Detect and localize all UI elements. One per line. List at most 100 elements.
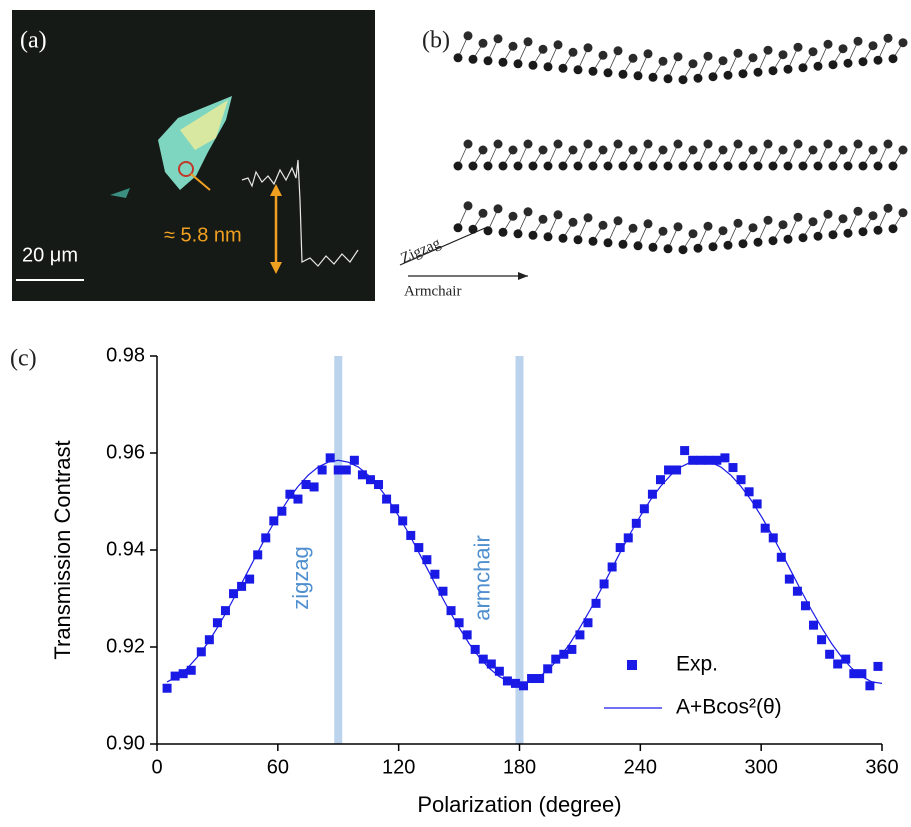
atom xyxy=(553,210,563,220)
data-point xyxy=(237,581,247,591)
data-point xyxy=(543,664,553,674)
flake-thick xyxy=(180,100,228,150)
data-point xyxy=(664,465,674,475)
atom xyxy=(793,42,803,52)
atom xyxy=(618,239,628,249)
data-point xyxy=(430,569,440,579)
atom xyxy=(718,226,728,236)
atom xyxy=(498,227,508,237)
atom xyxy=(538,214,548,224)
data-point xyxy=(357,470,367,480)
atom xyxy=(588,236,598,246)
data-point xyxy=(833,659,843,669)
atom xyxy=(763,215,773,225)
data-point xyxy=(583,618,593,628)
data-point xyxy=(527,674,537,684)
arrow-head xyxy=(518,272,528,280)
atom xyxy=(853,36,863,46)
atom xyxy=(648,242,658,252)
data-point xyxy=(688,455,698,465)
atom xyxy=(628,223,638,233)
legend-label: A+Bcos²(θ) xyxy=(676,696,782,719)
atom xyxy=(783,64,793,74)
atom xyxy=(583,43,593,53)
atom xyxy=(888,161,898,171)
atom xyxy=(483,56,493,66)
data-point xyxy=(438,586,448,596)
atom xyxy=(513,161,523,171)
atom xyxy=(648,72,658,82)
atom xyxy=(493,204,503,214)
atom xyxy=(628,145,638,155)
atom xyxy=(768,236,778,246)
atom xyxy=(873,161,883,171)
atom xyxy=(828,230,838,240)
atom xyxy=(573,161,583,171)
atom xyxy=(778,145,788,155)
atom xyxy=(603,68,613,78)
atom xyxy=(763,45,773,55)
atom xyxy=(453,161,463,171)
atom xyxy=(673,222,683,232)
atom xyxy=(703,221,713,231)
atom xyxy=(568,145,578,155)
atom xyxy=(508,211,518,221)
atom xyxy=(663,74,673,84)
marker-line xyxy=(190,173,211,191)
marker-circle xyxy=(178,161,194,177)
data-point xyxy=(365,475,375,485)
y-tick-label: 0.98 xyxy=(106,344,145,366)
atom xyxy=(898,145,908,155)
atom xyxy=(643,49,653,59)
data-point xyxy=(398,516,408,526)
atom xyxy=(523,37,533,47)
atom xyxy=(753,67,763,77)
data-point xyxy=(382,494,392,504)
atom xyxy=(658,56,668,66)
atom xyxy=(588,161,598,171)
atom xyxy=(868,41,878,51)
data-point xyxy=(712,455,722,465)
data-point xyxy=(647,489,657,499)
data-point xyxy=(575,630,585,640)
data-point xyxy=(212,618,222,628)
atom xyxy=(843,228,853,238)
atom xyxy=(598,220,608,230)
atom xyxy=(538,145,548,155)
atom xyxy=(868,211,878,221)
atom xyxy=(708,72,718,82)
atom xyxy=(528,230,538,240)
atom xyxy=(688,229,698,239)
atom xyxy=(633,241,643,251)
fit-line xyxy=(166,459,883,684)
data-point xyxy=(349,455,359,465)
atom xyxy=(573,235,583,245)
legend-label: Exp. xyxy=(676,653,718,676)
atom xyxy=(708,161,718,171)
atom xyxy=(778,220,788,230)
atom xyxy=(813,61,823,71)
atom xyxy=(478,145,488,155)
atom xyxy=(838,145,848,155)
x-tick-label: 240 xyxy=(624,756,657,778)
y-tick-label: 0.92 xyxy=(106,635,145,657)
atom xyxy=(453,223,463,233)
data-point xyxy=(720,453,730,463)
data-point xyxy=(162,683,172,693)
data-point xyxy=(333,465,343,475)
atom xyxy=(883,33,893,43)
atom xyxy=(898,208,908,218)
atom xyxy=(658,145,668,155)
y-tick-label: 0.96 xyxy=(106,441,145,463)
data-point xyxy=(809,620,819,630)
atom xyxy=(528,60,538,70)
atom xyxy=(543,62,553,72)
band-label: armchair xyxy=(469,535,494,621)
atom xyxy=(693,243,703,253)
data-point xyxy=(220,606,230,616)
data-point xyxy=(825,649,835,659)
band xyxy=(334,356,343,744)
atom xyxy=(768,161,778,171)
data-point xyxy=(170,671,180,681)
band xyxy=(515,356,524,744)
